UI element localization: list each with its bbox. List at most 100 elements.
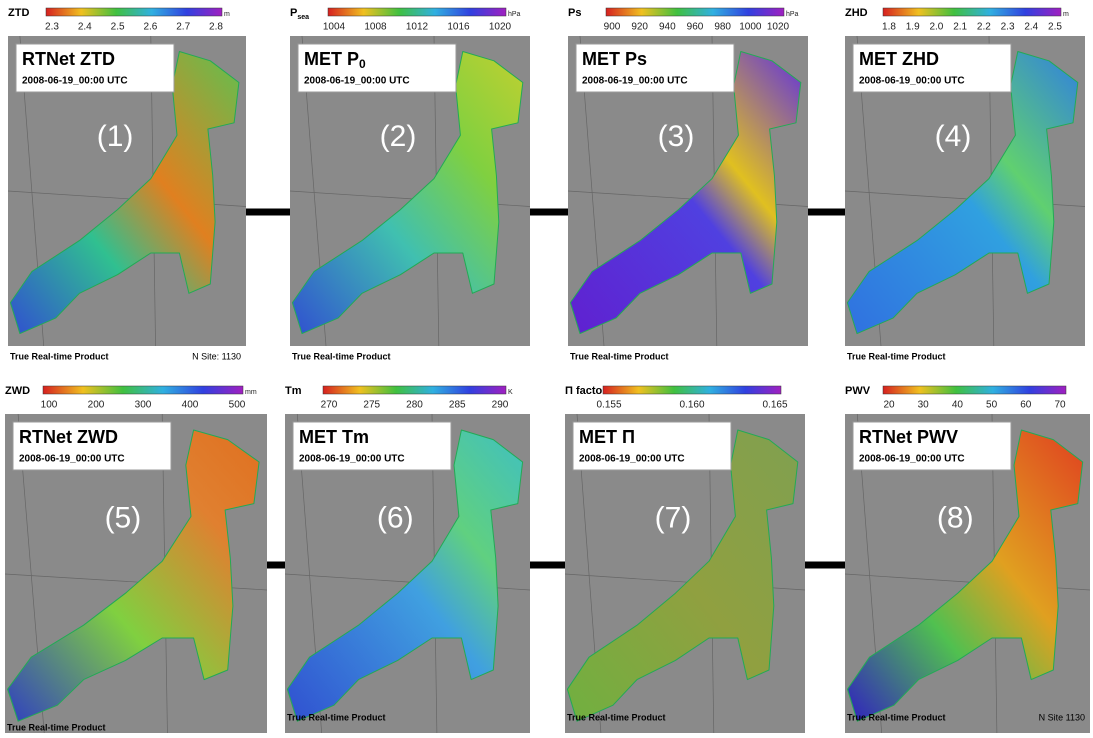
panel-title: MET Ps: [582, 49, 647, 69]
panel-title-text: MET Tm: [299, 427, 369, 447]
colorbar-unit: hPa: [508, 11, 521, 18]
colorbar-label-text: ZTD: [8, 7, 29, 19]
colorbar-tick-label: 400: [182, 400, 199, 411]
page: {"panels": [ {"colorbar": {"label": "ZTD…: [0, 0, 1093, 733]
colorbar-tick-label: 2.5: [111, 22, 125, 33]
panel-footer: True Real-time Product: [10, 351, 109, 361]
panel-title: MET Π: [579, 427, 635, 447]
panel-number: (3): [658, 120, 695, 153]
colorbar-tick-label: 2.4: [1024, 22, 1038, 33]
colorbar: [43, 386, 243, 394]
colorbar-tick-label: 60: [1020, 400, 1032, 411]
colorbar-unit: mm: [245, 389, 257, 396]
panel-number: (5): [105, 502, 142, 535]
colorbar-tick-label: 2.4: [78, 22, 92, 33]
colorbar-tick-label: 1016: [447, 22, 470, 33]
colorbar-label-text: Tm: [285, 385, 302, 397]
colorbar-label-text: ZWD: [5, 385, 30, 397]
colorbar-label-text: ZHD: [845, 7, 868, 19]
panel-site: N Site: 1130: [192, 351, 241, 361]
colorbar-label: ZTD: [8, 7, 29, 19]
panel-title: RTNet PWV: [859, 427, 958, 447]
colorbar-unit: m: [1063, 11, 1069, 18]
colorbar-label: Π factor: [565, 385, 607, 397]
colorbar-tick-label: 2.3: [1001, 22, 1015, 33]
colorbar-tick-label: 1020: [489, 22, 512, 33]
colorbar-tick-label: 30: [918, 400, 930, 411]
colorbar-tick-label: 500: [229, 400, 246, 411]
panel-title-text: MET ZHD: [859, 49, 939, 69]
colorbar-label: ZHD: [845, 7, 868, 19]
colorbar-tick-label: 2.2: [977, 22, 991, 33]
panel-date: 2008-06-19_00:00 UTC: [19, 454, 125, 465]
panel-title-text: MET P: [304, 49, 359, 69]
colorbar-tick-label: 1020: [767, 22, 790, 33]
colorbar: [883, 8, 1061, 16]
colorbar-tick-label: 0.165: [762, 400, 787, 411]
panel-title-text: RTNet PWV: [859, 427, 958, 447]
colorbar-label-text: PWV: [845, 385, 871, 397]
colorbar-label: Ps: [568, 7, 581, 19]
colorbar-tick-label: 50: [986, 400, 998, 411]
colorbar-label: ZWD: [5, 385, 30, 397]
panel-date: 2008-06-19_00:00 UTC: [579, 454, 685, 465]
colorbar-tick-label: 0.155: [596, 400, 621, 411]
colorbar-tick-label: 2.5: [1048, 22, 1062, 33]
panel: ZHD 1.8 1.9 2.0 2.1 2.2 2.3 2.4 2.5m MET ZHD 2008-…: [845, 7, 1085, 361]
colorbar-tick-label: 1.9: [906, 22, 920, 33]
panel-number: (7): [655, 502, 692, 535]
colorbar-tick-label: 280: [406, 400, 423, 411]
colorbar-tick-label: 1004: [323, 22, 346, 33]
colorbar-label-text: P: [290, 7, 297, 19]
panel-number: (4): [935, 120, 972, 153]
colorbar-tick-label: 2.3: [45, 22, 59, 33]
panel-title-sub: 0: [359, 57, 366, 71]
colorbar-tick-label: 960: [687, 22, 704, 33]
colorbar-tick-label: 2.8: [209, 22, 223, 33]
panel-title-text: RTNet ZWD: [19, 427, 118, 447]
colorbar-tick-label: 900: [604, 22, 621, 33]
colorbar-tick-label: 940: [659, 22, 676, 33]
colorbar-tick-label: 20: [883, 400, 895, 411]
panel-footer: True Real-time Product: [287, 712, 386, 722]
colorbar-tick-label: 2.0: [929, 22, 943, 33]
colorbar-label-sub: sea: [297, 14, 309, 21]
colorbar-tick-label: 275: [363, 400, 380, 411]
colorbar-tick-label: 290: [492, 400, 509, 411]
colorbar-tick-label: 1012: [406, 22, 429, 33]
colorbar-tick-label: 1.8: [882, 22, 896, 33]
colorbar-tick-label: 1000: [739, 22, 762, 33]
panel-title: MET ZHD: [859, 49, 939, 69]
colorbar: [46, 8, 222, 16]
colorbar-tick-label: 1008: [364, 22, 387, 33]
panel-number: (6): [377, 502, 414, 535]
colorbar: [328, 8, 506, 16]
panel-title: RTNet ZWD: [19, 427, 118, 447]
panel: ZTD2.32.42.52.62.72.8mRTNet ZTD2008-06-1…: [8, 7, 246, 361]
panel-number: (2): [380, 120, 417, 153]
colorbar-unit: K: [508, 389, 513, 396]
colorbar-label-text: Π factor: [565, 385, 607, 397]
panel-footer: True Real-time Product: [292, 351, 391, 361]
colorbar-label: Tm: [285, 385, 302, 397]
panel-date: 2008-06-19_00:00 UTC: [859, 76, 965, 87]
colorbar: [883, 386, 1066, 394]
panel-date: 2008-06-19_00:00 UTC: [582, 76, 688, 87]
panel-title-text: MET Ps: [582, 49, 647, 69]
panel-date: 2008-06-19_00:00 UTC: [22, 76, 128, 87]
panel-site: N Site 1130: [1039, 712, 1085, 722]
panel-date: 2008-06-19_00:00 UTC: [304, 76, 410, 87]
colorbar-label-text: Ps: [568, 7, 581, 19]
panel-title: MET Tm: [299, 427, 369, 447]
panel-footer: True Real-time Product: [7, 722, 106, 732]
colorbar: [603, 386, 781, 394]
colorbar-label: Psea: [290, 7, 309, 21]
figure: ZTD2.32.42.52.62.72.8mRTNet ZTD2008-06-1…: [0, 0, 1093, 733]
panel-title: RTNet ZTD: [22, 49, 115, 69]
panel-footer: True Real-time Product: [567, 712, 666, 722]
colorbar-tick-label: 40: [952, 400, 964, 411]
panel-footer: True Real-time Product: [570, 351, 669, 361]
colorbar-tick-label: 2.1: [953, 22, 967, 33]
